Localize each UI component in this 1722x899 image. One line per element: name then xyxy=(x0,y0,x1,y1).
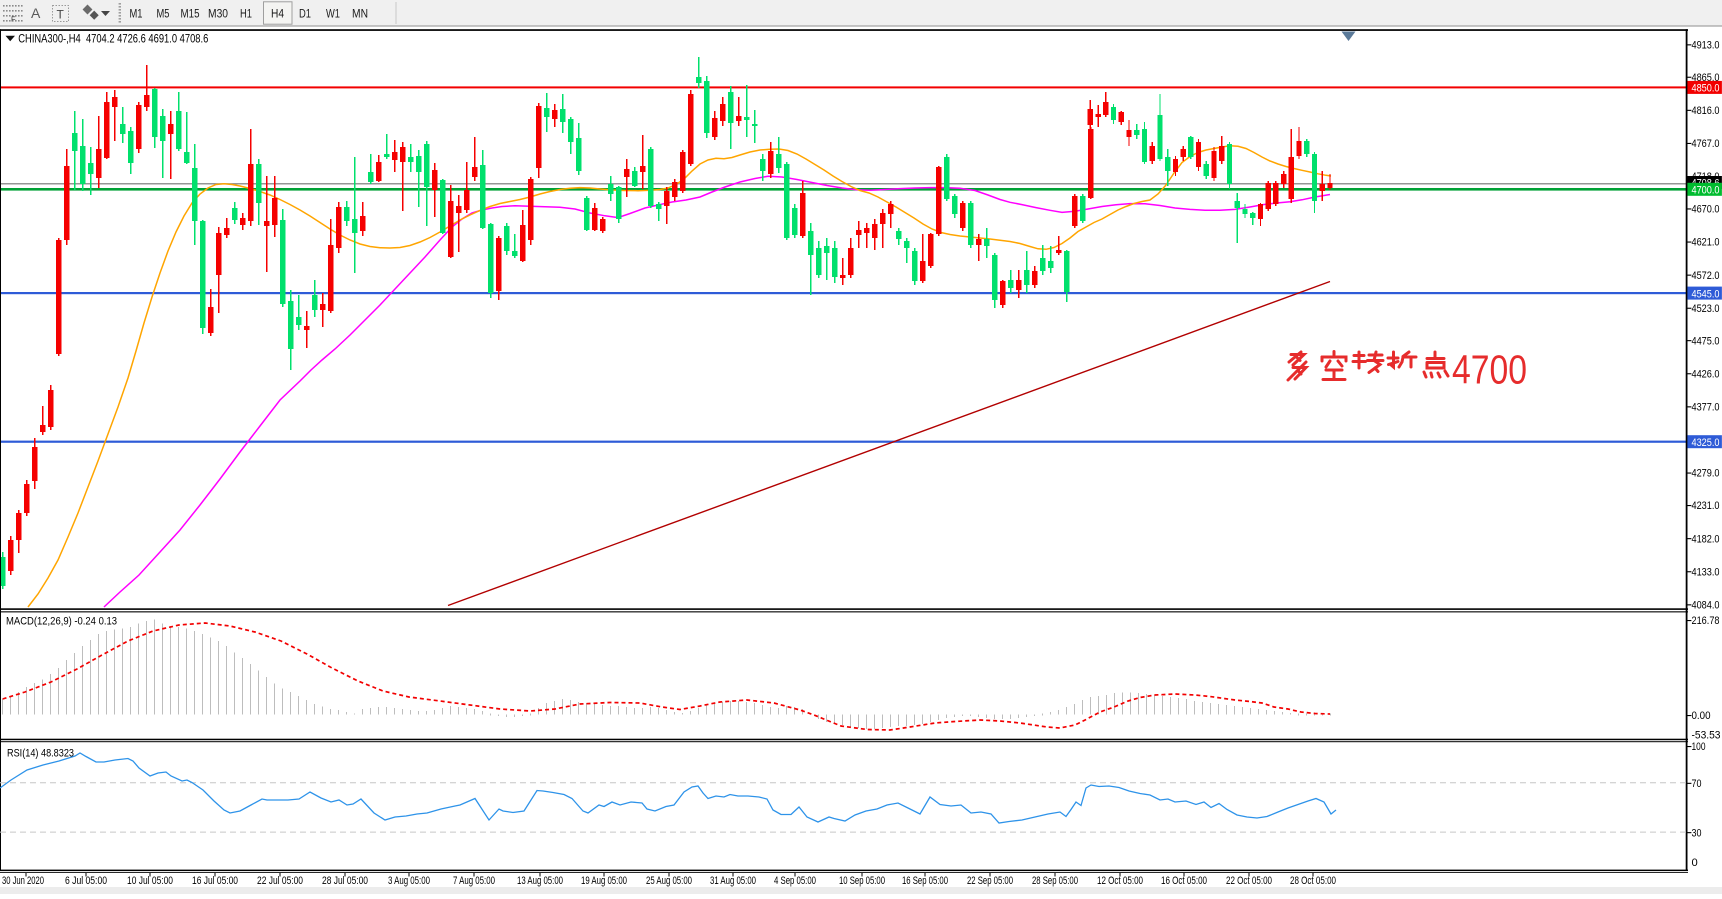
svg-text:100: 100 xyxy=(1692,741,1706,753)
svg-text:4 Sep 05:00: 4 Sep 05:00 xyxy=(774,875,816,887)
svg-text:4850.0: 4850.0 xyxy=(1692,83,1720,95)
svg-text:4133.0: 4133.0 xyxy=(1692,566,1720,578)
svg-text:70: 70 xyxy=(1692,778,1702,790)
svg-text:4767.0: 4767.0 xyxy=(1692,138,1720,150)
svg-text:4523.0: 4523.0 xyxy=(1692,303,1720,315)
svg-text:W1: W1 xyxy=(326,8,340,20)
svg-text:4426.0: 4426.0 xyxy=(1692,368,1720,380)
svg-text:4279.0: 4279.0 xyxy=(1692,468,1720,480)
svg-text:28 Oct 05:00: 28 Oct 05:00 xyxy=(1290,875,1336,887)
svg-text:4182.0: 4182.0 xyxy=(1692,533,1720,545)
svg-text:CHINA300-,H4 4704.2 4726.6 46: CHINA300-,H4 4704.2 4726.6 4691.0 4708.6 xyxy=(18,33,208,46)
svg-text:M1: M1 xyxy=(130,8,143,20)
svg-text:22 Jul 05:00: 22 Jul 05:00 xyxy=(257,875,303,887)
svg-text:4913.0: 4913.0 xyxy=(1692,40,1720,52)
svg-text:216.78: 216.78 xyxy=(1692,615,1720,627)
svg-text:H1: H1 xyxy=(240,8,252,20)
svg-text:4545.0: 4545.0 xyxy=(1692,288,1720,300)
svg-text:MN: MN xyxy=(352,8,368,20)
svg-text:D1: D1 xyxy=(299,8,311,20)
svg-text:30 Jun 2020: 30 Jun 2020 xyxy=(2,875,44,887)
svg-text:30: 30 xyxy=(1692,827,1702,839)
svg-text:A: A xyxy=(31,5,41,21)
svg-text:10 Sep 05:00: 10 Sep 05:00 xyxy=(839,875,885,887)
svg-text:4700.0: 4700.0 xyxy=(1692,185,1720,197)
svg-text:4084.0: 4084.0 xyxy=(1692,600,1720,612)
svg-text:4700: 4700 xyxy=(1452,347,1527,393)
svg-text:RSI(14) 48.8323: RSI(14) 48.8323 xyxy=(7,748,74,760)
svg-text:4572.0: 4572.0 xyxy=(1692,270,1720,282)
svg-text:0.00: 0.00 xyxy=(1692,710,1711,722)
svg-text:M30: M30 xyxy=(208,8,228,20)
svg-text:4475.0: 4475.0 xyxy=(1692,335,1720,347)
svg-text:31 Aug 05:00: 31 Aug 05:00 xyxy=(710,875,756,887)
svg-text:T: T xyxy=(57,8,65,22)
svg-text:MACD(12,26,9) -0.24 0.13: MACD(12,26,9) -0.24 0.13 xyxy=(6,616,117,628)
svg-text:4325.0: 4325.0 xyxy=(1692,437,1720,449)
svg-text:4377.0: 4377.0 xyxy=(1692,402,1720,414)
svg-text:3 Aug 05:00: 3 Aug 05:00 xyxy=(388,875,430,887)
svg-text:4231.0: 4231.0 xyxy=(1692,500,1720,512)
svg-text:22 Sep 05:00: 22 Sep 05:00 xyxy=(967,875,1013,887)
svg-text:16 Sep 05:00: 16 Sep 05:00 xyxy=(902,875,948,887)
svg-text:25 Aug 05:00: 25 Aug 05:00 xyxy=(646,875,692,887)
svg-text:13 Aug 05:00: 13 Aug 05:00 xyxy=(517,875,563,887)
svg-text:28 Sep 05:00: 28 Sep 05:00 xyxy=(1032,875,1078,887)
svg-text:H4: H4 xyxy=(271,8,285,20)
svg-text:16 Jul 05:00: 16 Jul 05:00 xyxy=(192,875,238,887)
svg-text:16 Oct 05:00: 16 Oct 05:00 xyxy=(1161,875,1207,887)
svg-text:10 Jul 05:00: 10 Jul 05:00 xyxy=(127,875,173,887)
svg-text:M15: M15 xyxy=(181,8,200,20)
svg-text:7 Aug 05:00: 7 Aug 05:00 xyxy=(453,875,495,887)
svg-text:4621.0: 4621.0 xyxy=(1692,237,1720,249)
svg-text:4816.0: 4816.0 xyxy=(1692,105,1720,117)
svg-text:4670.0: 4670.0 xyxy=(1692,204,1720,216)
svg-text:6 Jul 05:00: 6 Jul 05:00 xyxy=(65,875,107,887)
svg-text:M5: M5 xyxy=(157,8,170,20)
svg-text:12 Oct 05:00: 12 Oct 05:00 xyxy=(1097,875,1143,887)
svg-text:19 Aug 05:00: 19 Aug 05:00 xyxy=(581,875,627,887)
svg-text:22 Oct 05:00: 22 Oct 05:00 xyxy=(1226,875,1272,887)
svg-text:0: 0 xyxy=(1692,857,1698,869)
svg-text:-53.53: -53.53 xyxy=(1692,730,1721,742)
svg-text:F: F xyxy=(11,15,16,24)
svg-text:28 Jul 05:00: 28 Jul 05:00 xyxy=(322,875,368,887)
